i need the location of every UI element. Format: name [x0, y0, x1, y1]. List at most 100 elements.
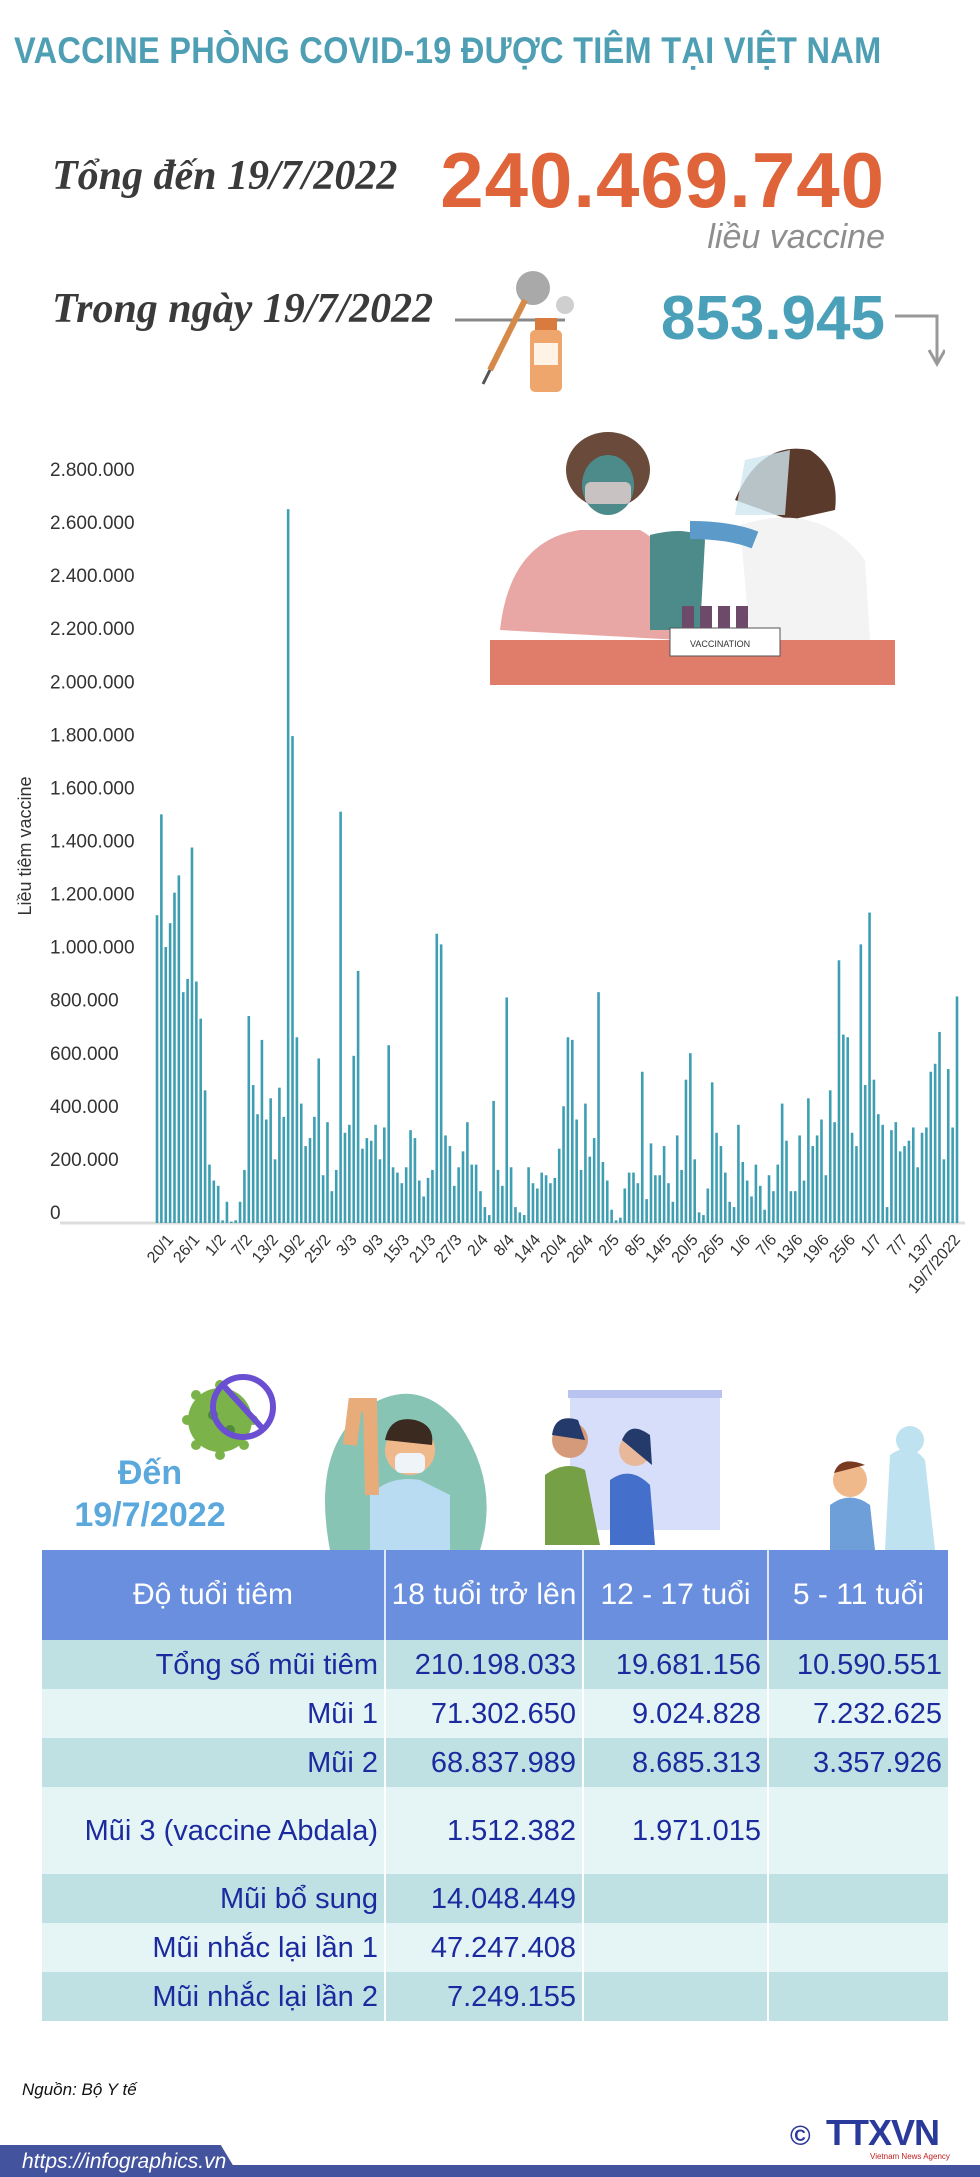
bar-22/5 [702, 1215, 705, 1223]
bar-20/6 [828, 1090, 832, 1223]
x-tick-label: 20/5 [669, 1232, 702, 1267]
cell-value: 68.837.989 [384, 1738, 583, 1787]
x-tick-label: 1/6 [727, 1232, 754, 1260]
bar-21/5 [697, 1212, 701, 1223]
virus-ban-icon [182, 1374, 276, 1460]
row-label: Mũi 3 (vaccine Abdala) [42, 1787, 385, 1874]
table-row: Mũi bổ sung 14.048.449 [42, 1874, 948, 1923]
bar-3/5 [619, 1217, 622, 1223]
bar-5/3 [361, 1148, 364, 1223]
bar-15/5 [671, 1201, 675, 1223]
bar-17/3 [413, 1138, 417, 1223]
bar-13/5 [662, 1146, 666, 1223]
bar-3/3 [352, 1055, 356, 1223]
bar-23/3 [439, 944, 443, 1223]
y-axis-label: Liều tiêm vaccine [15, 776, 35, 915]
today-value: 853.945 [660, 284, 885, 353]
bar-21/4 [566, 1037, 570, 1223]
bar-18/2 [295, 1037, 299, 1223]
bar-26/1 [195, 981, 198, 1223]
bar-12/7 [925, 1127, 928, 1223]
bar-23/1 [181, 992, 185, 1223]
bar-2/5 [614, 1220, 618, 1223]
bar-25/1 [190, 847, 194, 1223]
source-note: Nguồn: Bộ Y tế [22, 2080, 137, 2099]
bar-28/3 [461, 1151, 465, 1223]
bar-23/5 [706, 1188, 710, 1223]
cell-value: 10.590.551 [767, 1640, 948, 1689]
bar-18/1 [160, 814, 163, 1223]
bar-9/2 [256, 1114, 259, 1223]
bar-18/3 [417, 1180, 421, 1223]
bar-30/4 [605, 1180, 609, 1223]
bar-1/2 [221, 1220, 224, 1223]
ttxvn-logo: © TTXVN Vietnam News Agency [790, 2112, 960, 2164]
row-label: Tổng số mũi tiêm [42, 1640, 385, 1689]
x-tick-label: 21/3 [406, 1232, 439, 1267]
bar-7/3 [369, 1140, 373, 1223]
bar-29/4 [601, 1161, 605, 1223]
total-unit: liều vaccine [707, 218, 885, 256]
bar-14/3 [400, 1183, 404, 1223]
bar-20/4 [562, 1106, 565, 1223]
bar-16/5 [675, 1135, 679, 1223]
bar-25/4 [584, 1103, 587, 1223]
bar-13/2 [273, 1159, 277, 1223]
bar-8/7 [907, 1140, 911, 1223]
row-label: Mũi nhắc lại lần 2 [42, 1972, 385, 2021]
bar-7/6 [772, 1191, 775, 1223]
bar-10/4 [518, 1212, 522, 1223]
bar-6/3 [365, 1138, 369, 1223]
bar-8/5 [640, 1071, 644, 1223]
bar-2/4 [483, 1207, 487, 1223]
bar-27/2 [334, 1169, 338, 1223]
bar-29/5 [732, 1207, 736, 1223]
x-tick-label: 20/4 [538, 1232, 571, 1267]
table-row: Tổng số mũi tiêm 210.198.033 19.681.156 10.… [42, 1640, 948, 1689]
bar-20/2 [304, 1146, 307, 1223]
cell-value: 47.247.408 [384, 1923, 583, 1972]
x-tick-label: 15/3 [380, 1232, 413, 1267]
cell-value: 3.357.926 [767, 1738, 948, 1787]
bar-2/7 [881, 1124, 884, 1223]
bar-28/2 [339, 811, 342, 1223]
x-tick-label: 13/2 [249, 1232, 282, 1267]
bar-24/1 [186, 978, 189, 1223]
y-tick-label: 2.000.000 [50, 672, 135, 693]
bar-27/1 [199, 1018, 203, 1223]
x-tick-label: 14/4 [511, 1232, 544, 1267]
bar-21/2 [308, 1138, 312, 1223]
bar-6/7 [898, 1151, 902, 1223]
bar-2/2 [225, 1201, 229, 1223]
header-age-group: Độ tuổi tiêm [42, 1550, 385, 1640]
bar-20/1 [168, 923, 172, 1223]
bar-15/4 [540, 1172, 543, 1223]
bar-4/2 [234, 1220, 237, 1223]
bar-4/3 [356, 970, 360, 1223]
bar-30/5 [737, 1124, 740, 1223]
as-of-date-label: Đến 19/7/2022 [65, 1452, 235, 1536]
bar-1/3 [343, 1132, 347, 1223]
bar-22/3 [435, 933, 439, 1223]
y-tick-label: 200.000 [50, 1150, 119, 1171]
bar-23/2 [317, 1058, 321, 1223]
y-tick-label: 1.200.000 [50, 885, 135, 906]
bar-26/4 [588, 1156, 592, 1223]
vaccine-vial-syringe-icon [455, 271, 574, 392]
cell-value [767, 1923, 948, 1972]
bar-18/5 [684, 1079, 688, 1223]
cell-value: 71.302.650 [384, 1689, 583, 1738]
svg-text:VACCINATION: VACCINATION [690, 639, 750, 649]
bar-5/7 [894, 1122, 898, 1223]
table-row: Mũi 3 (vaccine Abdala) 1.512.382 1.971.015 [42, 1787, 948, 1874]
bar-19/2 [299, 1103, 303, 1223]
website-link[interactable]: https://infographics.vn [22, 2150, 227, 2173]
cell-value [582, 1972, 768, 2021]
bar-16/4 [544, 1175, 548, 1223]
bar-18/6 [820, 1119, 823, 1223]
bar-30/6 [872, 1079, 876, 1223]
bar-13/7 [929, 1071, 933, 1223]
row-label: Mũi nhắc lại lần 1 [42, 1923, 385, 1972]
x-tick-label: 1/2 [202, 1232, 229, 1260]
bar-15/2 [282, 1116, 286, 1223]
